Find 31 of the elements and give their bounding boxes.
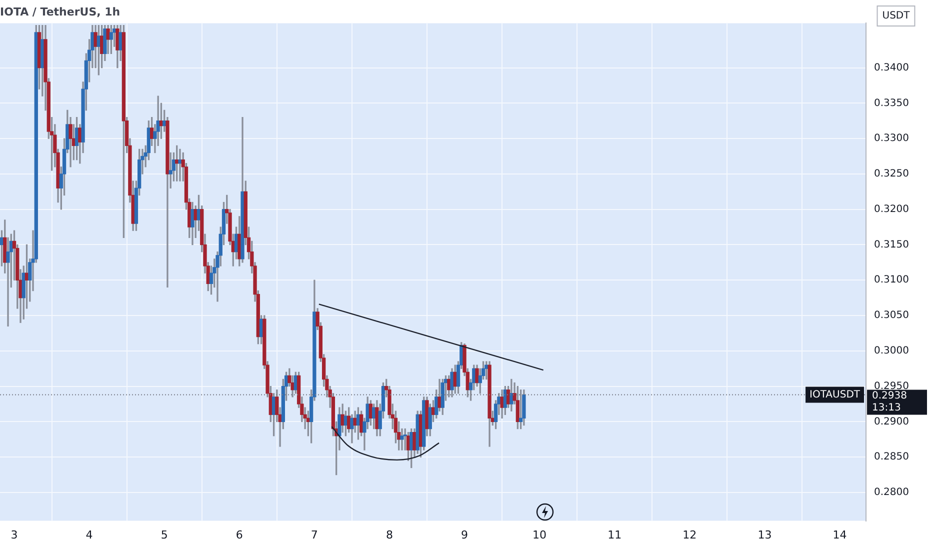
x-tick-label: 4 xyxy=(86,528,93,542)
y-tick-label: 0.3200 xyxy=(874,204,909,215)
y-tick-label: 0.2900 xyxy=(874,416,909,428)
x-tick-label: 5 xyxy=(160,528,168,542)
text: 13:13 xyxy=(872,402,901,414)
x-tick-label: 7 xyxy=(310,528,318,542)
x-tick-label: 9 xyxy=(461,528,468,542)
x-tick-label: 3 xyxy=(10,528,18,542)
candlestick xyxy=(178,148,182,182)
x-tick-label: 12 xyxy=(682,528,697,542)
y-axis-title: USDT xyxy=(882,10,911,22)
y-tick-label: 0.2800 xyxy=(874,487,909,498)
y-tick-label: 0.3150 xyxy=(874,239,909,250)
x-tick-label: 13 xyxy=(758,528,772,542)
y-tick-label: 0.3300 xyxy=(874,133,909,144)
y-tick-label: 0.2850 xyxy=(874,452,909,463)
chart-title: IOTA / TetherUS, 1h xyxy=(0,5,120,18)
ref-line-label: IOTAUSDT xyxy=(810,389,861,400)
y-tick-label: 0.3350 xyxy=(874,98,909,109)
y-tick-label: 0.2950 xyxy=(874,380,909,392)
y-tick-label: 0.3400 xyxy=(874,62,909,74)
x-tick-label: 14 xyxy=(832,528,847,542)
x-tick-label: 6 xyxy=(236,528,243,542)
x-tick-label: 10 xyxy=(532,528,547,542)
y-tick-label: 0.3000 xyxy=(874,346,909,357)
y-tick-label: 0.3250 xyxy=(874,168,909,180)
text: 0.2938 xyxy=(872,390,907,402)
x-tick-label: 11 xyxy=(608,528,622,542)
y-tick-label: 0.3100 xyxy=(874,274,909,286)
x-tick-label: 8 xyxy=(386,528,393,542)
y-tick-label: 0.3050 xyxy=(874,310,909,322)
